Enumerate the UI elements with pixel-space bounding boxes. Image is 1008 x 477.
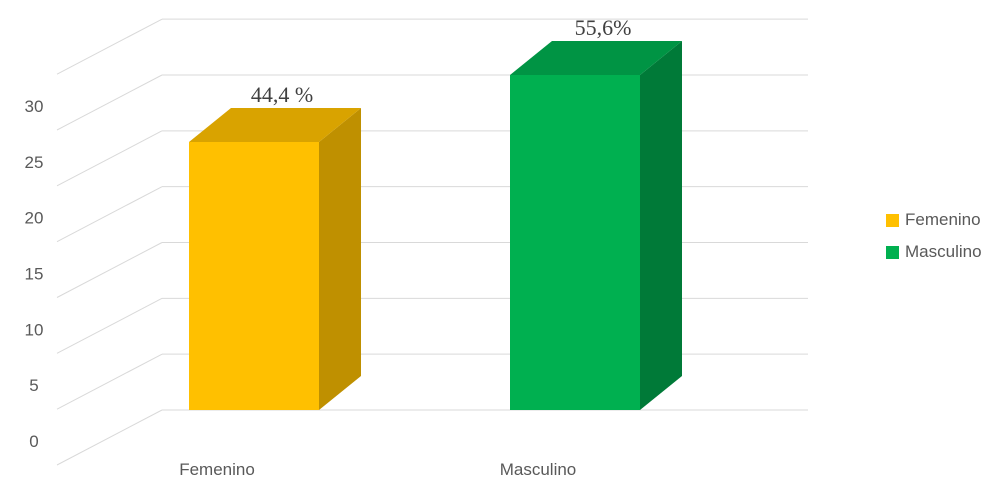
legend-swatch-femenino [886,213,899,227]
grid-line-side [56,297,163,354]
y-tick-label: 30 [25,97,44,116]
grid-lines [56,18,808,466]
legend: Femenino Masculino [886,208,982,272]
grid-line-side [56,74,163,131]
data-label-masculino: 55,6% [575,15,632,40]
bar-side-face [640,41,682,410]
y-tick-label: 5 [29,376,38,395]
grid-line-side [56,353,163,410]
x-tick-label-femenino: Femenino [179,460,255,477]
y-tick-label: 25 [25,153,44,172]
grid-line-side [56,130,163,187]
y-axis-ticks: 0 5 10 15 20 25 30 [25,97,44,451]
grid-line-side [56,242,163,298]
bar-top-face [189,108,361,142]
y-tick-label: 0 [29,432,38,451]
x-axis-categories: Femenino Masculino [179,460,576,477]
bar-femenino [189,108,361,410]
y-tick-label: 20 [25,209,44,228]
bar-side-face [319,108,361,410]
legend-swatch-masculino [886,245,899,259]
bar-front-face [189,142,319,410]
y-tick-label: 10 [25,320,44,339]
legend-label-masculino: Masculino [905,242,982,261]
grid-line-side [56,186,163,243]
data-label-femenino: 44,4 % [251,82,313,107]
legend-item-masculino: Masculino [886,240,982,264]
data-labels: 44,4 % 55,6% [251,15,632,107]
legend-item-femenino: Femenino [886,208,982,232]
bar-masculino [510,41,682,410]
bars [189,41,682,410]
y-tick-label: 15 [25,265,44,284]
grid-line-side [56,18,163,75]
legend-label-femenino: Femenino [905,210,981,229]
bar-front-face [510,75,640,410]
bar-top-face [510,41,682,75]
x-tick-label-masculino: Masculino [500,460,577,477]
grid-line-side [56,409,163,466]
